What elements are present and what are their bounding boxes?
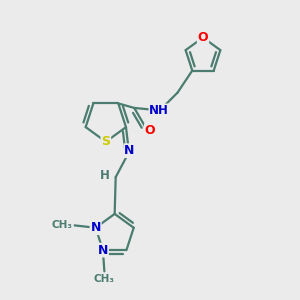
Text: NH: NH <box>149 104 169 117</box>
Text: N: N <box>98 244 108 256</box>
Text: H: H <box>100 169 110 182</box>
Text: O: O <box>198 31 208 44</box>
Text: CH₃: CH₃ <box>94 274 115 284</box>
Text: O: O <box>145 124 155 137</box>
Text: N: N <box>124 144 135 157</box>
Text: N: N <box>90 221 101 234</box>
Text: CH₃: CH₃ <box>52 220 73 230</box>
Text: S: S <box>101 135 110 148</box>
